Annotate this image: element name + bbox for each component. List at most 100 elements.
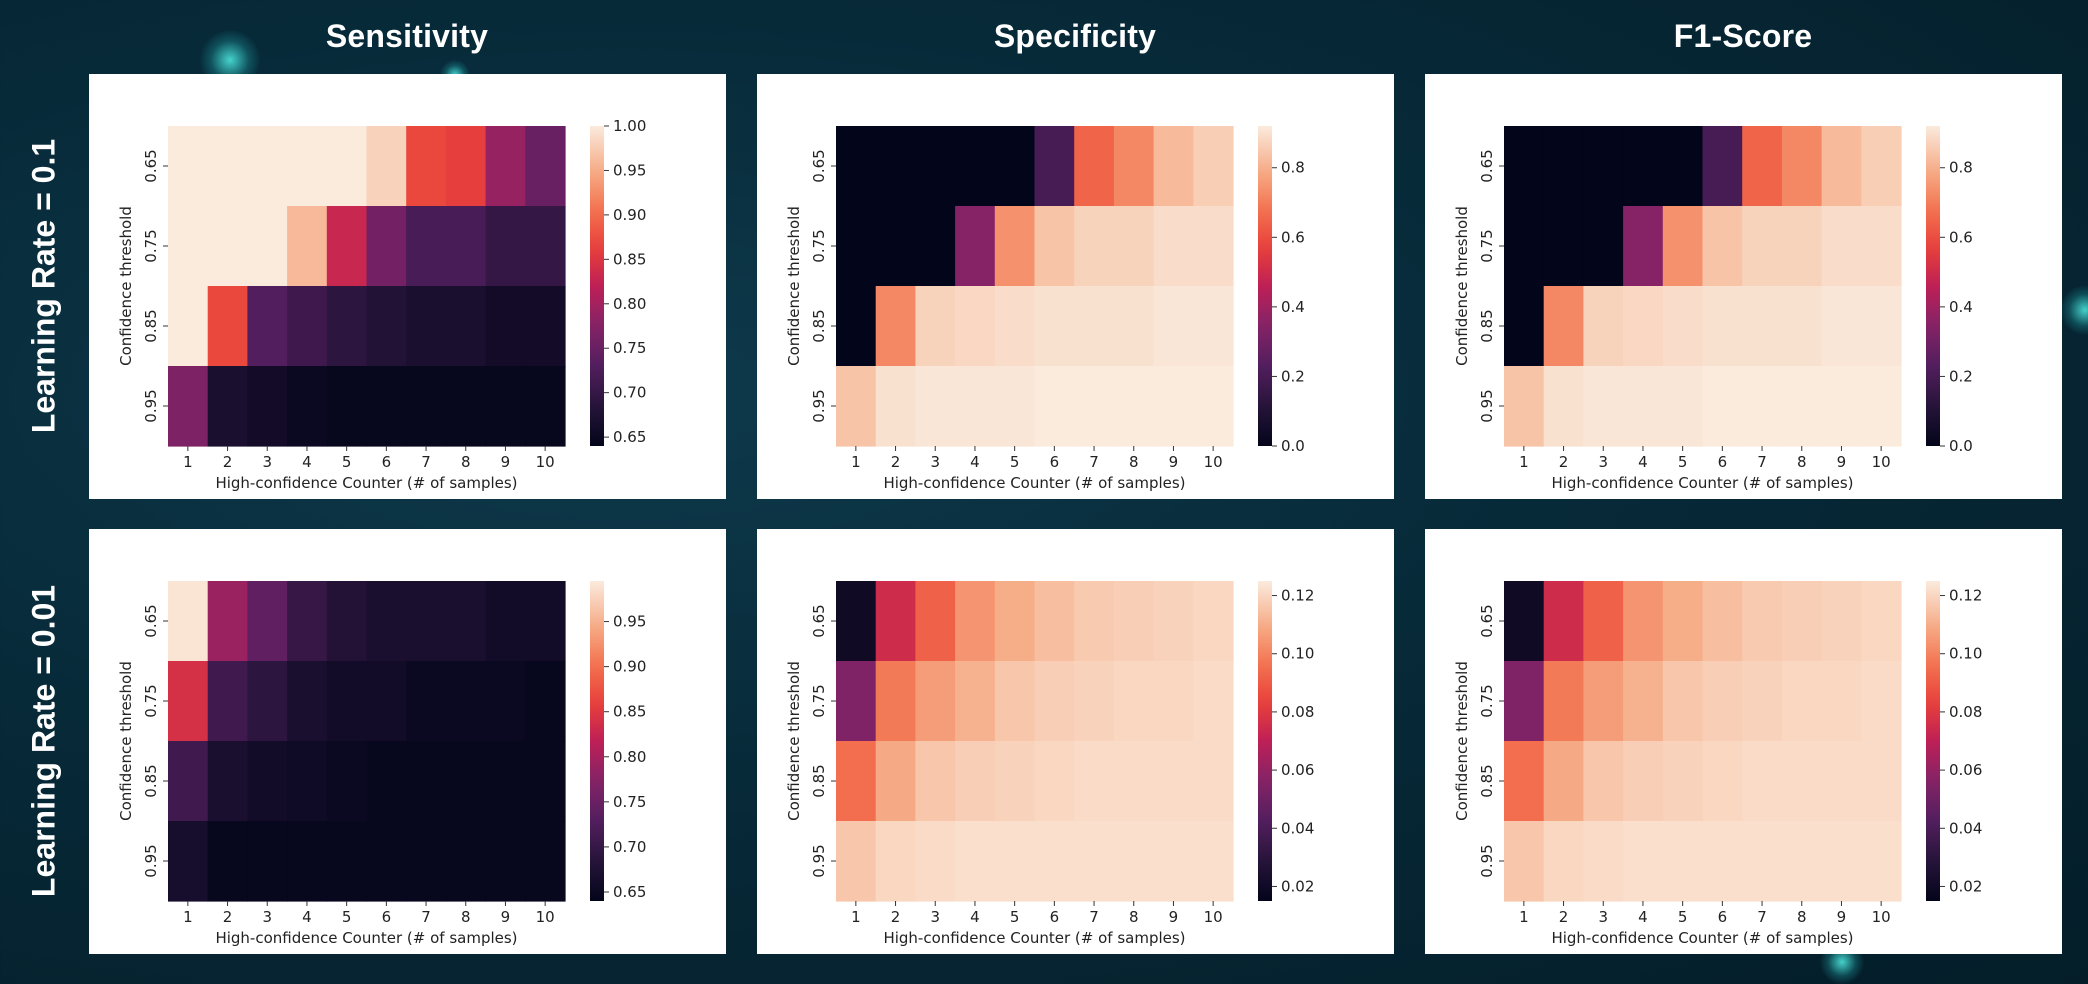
y-tick-label: 0.65 xyxy=(142,604,160,637)
heatmap-cell xyxy=(207,126,248,207)
x-tick-label: 4 xyxy=(302,453,312,471)
heatmap-cell xyxy=(406,821,447,902)
heatmap-cell xyxy=(168,366,209,447)
heatmap-cell xyxy=(1821,581,1862,662)
heatmap-cell xyxy=(1781,581,1823,662)
heatmap-cell xyxy=(207,741,248,822)
heatmap-cell xyxy=(1543,821,1584,902)
x-axis-label: High-confidence Counter (# of samples) xyxy=(883,929,1185,947)
y-tick-label: 0.65 xyxy=(810,149,828,182)
heatmap-panel-f1-score-lr-0-1: 1 2 3 4 5 6 7 8 9 10 0.65 0.75 0.85 0.95 High-confiden… xyxy=(1425,74,2062,499)
heatmap-cell xyxy=(1034,821,1075,902)
heatmap-svg: 1 2 3 4 5 6 7 8 9 10 0.65 0.75 0.85 0.95 High-confiden… xyxy=(117,581,646,947)
column-title-sensitivity: Sensitivity xyxy=(325,18,489,54)
x-tick-label: 5 xyxy=(342,453,352,471)
heatmap-cell xyxy=(207,206,248,287)
x-tick-label: 5 xyxy=(342,908,352,926)
heatmap-cell xyxy=(1781,661,1823,742)
x-tick-label: 3 xyxy=(930,908,940,926)
heatmap-cell xyxy=(168,821,209,902)
heatmap-cell xyxy=(1074,286,1115,367)
colorbar-tick-label: 0.06 xyxy=(1949,761,1982,779)
heatmap-cell xyxy=(168,206,209,287)
y-tick-label: 0.65 xyxy=(1478,604,1496,637)
colorbar-tick-label: 0.90 xyxy=(613,206,646,224)
heatmap-cell xyxy=(1662,581,1704,662)
heatmap-cell xyxy=(525,126,566,207)
heatmap-cell xyxy=(836,366,877,447)
y-tick-label: 0.95 xyxy=(810,389,828,422)
heatmap-cell xyxy=(1113,661,1155,742)
heatmap-cell xyxy=(445,126,487,207)
heatmap-cell xyxy=(875,126,916,207)
colorbar-tick-label: 0.95 xyxy=(613,161,646,179)
y-tick-label: 0.85 xyxy=(810,764,828,797)
heatmap-cell xyxy=(915,366,956,447)
colorbar-tick-label: 0.75 xyxy=(613,793,646,811)
heatmap-cell xyxy=(445,741,487,822)
heatmap-cell xyxy=(955,581,996,662)
heatmap-cell xyxy=(1702,126,1743,207)
heatmap-cell xyxy=(1034,286,1075,367)
heatmap-cell xyxy=(366,821,407,902)
heatmap-cell xyxy=(1193,126,1234,207)
heatmap-cell xyxy=(1861,661,1902,742)
heatmap-cell xyxy=(1074,126,1115,207)
colorbar-tick-label: 0.65 xyxy=(613,428,646,446)
heatmap-cell xyxy=(485,126,526,207)
heatmap-cell xyxy=(1034,741,1075,822)
colorbar-tick-label: 0.10 xyxy=(1281,645,1314,663)
colorbar-tick-label: 0.95 xyxy=(613,613,646,631)
y-tick-label: 0.75 xyxy=(142,684,160,717)
y-tick-label: 0.75 xyxy=(1478,229,1496,262)
heatmap-cell xyxy=(525,366,566,447)
x-tick-label: 9 xyxy=(1837,453,1847,471)
x-tick-label: 5 xyxy=(1678,453,1688,471)
x-axis-label: High-confidence Counter (# of samples) xyxy=(883,474,1185,492)
heatmap-cell xyxy=(247,366,288,447)
colorbar xyxy=(1926,126,1940,446)
x-tick-label: 6 xyxy=(382,908,392,926)
y-tick-label: 0.65 xyxy=(810,604,828,637)
heatmap-cell xyxy=(366,366,407,447)
heatmap-cell xyxy=(955,821,996,902)
y-tick-label: 0.95 xyxy=(810,844,828,877)
heatmap-cell xyxy=(1504,286,1545,367)
heatmap-cell xyxy=(1543,286,1584,367)
heatmap-cell xyxy=(485,286,526,367)
heatmap-cell xyxy=(247,741,288,822)
heatmap-cell xyxy=(1623,661,1664,742)
heatmap-cell xyxy=(1662,286,1704,367)
heatmap-cell xyxy=(287,741,328,822)
heatmap-cell xyxy=(1861,581,1902,662)
heatmap-cell xyxy=(287,286,328,367)
x-tick-label: 4 xyxy=(302,908,312,926)
x-tick-label: 3 xyxy=(262,908,272,926)
heatmap-cell xyxy=(445,286,487,367)
x-tick-label: 2 xyxy=(1559,453,1569,471)
heatmap-cell xyxy=(1623,741,1664,822)
x-tick-label: 5 xyxy=(1010,453,1020,471)
heatmap-cell xyxy=(1153,206,1194,287)
x-tick-label: 1 xyxy=(1519,453,1529,471)
heatmap-cell xyxy=(1623,286,1664,367)
x-tick-label: 9 xyxy=(1169,453,1179,471)
heatmap-cell xyxy=(1543,206,1584,287)
heatmap-cell xyxy=(836,286,877,367)
row-title-lr-0-1: Learning Rate = 0.1 xyxy=(25,138,62,434)
colorbar-tick-label: 0.8 xyxy=(1949,159,1973,177)
x-tick-label: 6 xyxy=(382,453,392,471)
heatmap-cell xyxy=(1153,661,1194,742)
heatmap-cell xyxy=(525,206,566,287)
y-axis-label: Confidence threshold xyxy=(1453,661,1471,821)
colorbar-tick-label: 0.04 xyxy=(1281,819,1314,837)
heatmap-cell xyxy=(1781,126,1823,207)
heatmap-cell xyxy=(406,366,447,447)
x-tick-label: 10 xyxy=(1204,453,1223,471)
heatmap-cell xyxy=(1583,741,1624,822)
column-title-specificity: Specificity xyxy=(993,18,1157,54)
heatmap-cell xyxy=(1821,286,1862,367)
heatmap-cell xyxy=(326,286,368,367)
colorbar-tick-label: 0.10 xyxy=(1949,645,1982,663)
colorbar-tick-label: 0.04 xyxy=(1949,819,1982,837)
